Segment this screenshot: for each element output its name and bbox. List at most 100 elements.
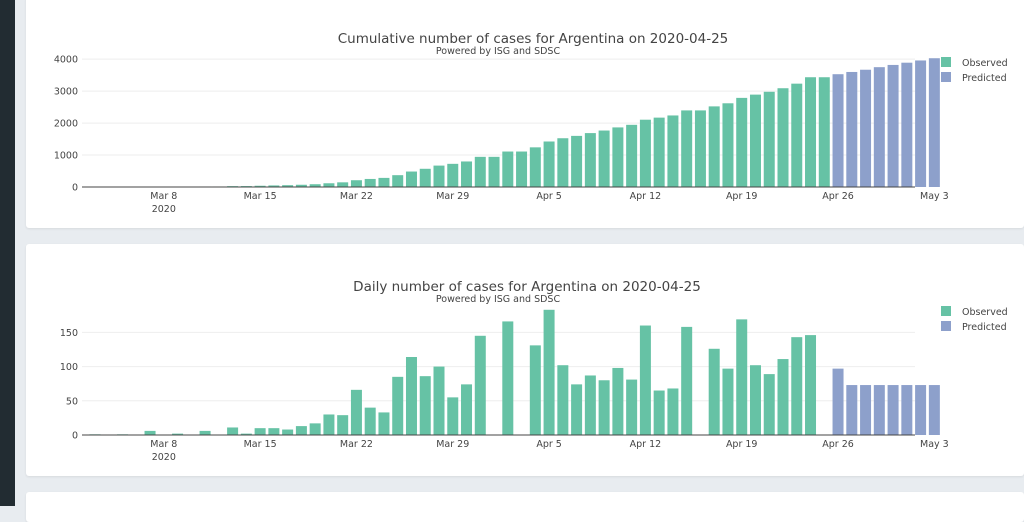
bar-observed[interactable]: [695, 110, 706, 187]
bar-observed[interactable]: [420, 169, 431, 187]
bar-predicted[interactable]: [929, 385, 940, 435]
bar-observed[interactable]: [145, 431, 156, 435]
bar-observed[interactable]: [805, 77, 816, 187]
bar-observed[interactable]: [736, 98, 747, 187]
bar-observed[interactable]: [778, 359, 789, 435]
bar-observed[interactable]: [544, 141, 555, 187]
bar-observed[interactable]: [764, 374, 775, 435]
bar-observed[interactable]: [365, 408, 376, 435]
bar-observed[interactable]: [640, 120, 651, 187]
bar-observed[interactable]: [461, 161, 472, 187]
bar-observed[interactable]: [378, 178, 389, 187]
bar-observed[interactable]: [667, 115, 678, 187]
bar-observed[interactable]: [406, 172, 417, 187]
bar-observed[interactable]: [667, 388, 678, 435]
bar-predicted[interactable]: [860, 70, 871, 187]
bar-observed[interactable]: [378, 412, 389, 435]
bar-observed[interactable]: [351, 390, 362, 435]
bar-observed[interactable]: [461, 384, 472, 435]
bar-observed[interactable]: [255, 428, 266, 435]
bar-observed[interactable]: [502, 321, 513, 435]
bar-observed[interactable]: [709, 106, 720, 187]
bar-observed[interactable]: [434, 166, 445, 187]
bar-observed[interactable]: [791, 84, 802, 187]
bar-predicted[interactable]: [833, 74, 844, 187]
bar-observed[interactable]: [337, 182, 348, 187]
bar-observed[interactable]: [599, 380, 610, 435]
legend-label-observed[interactable]: Observed: [962, 58, 1008, 69]
bar-predicted[interactable]: [846, 385, 857, 435]
bar-observed[interactable]: [489, 157, 500, 187]
bar-observed[interactable]: [516, 152, 527, 187]
legend-swatch-observed[interactable]: [941, 57, 951, 67]
bar-observed[interactable]: [585, 375, 596, 435]
bar-observed[interactable]: [612, 127, 623, 187]
bar-observed[interactable]: [502, 152, 513, 187]
bar-observed[interactable]: [282, 430, 293, 435]
bar-observed[interactable]: [447, 164, 458, 187]
bar-observed[interactable]: [778, 88, 789, 187]
bar-predicted[interactable]: [874, 67, 885, 187]
bar-observed[interactable]: [557, 138, 568, 187]
bar-observed[interactable]: [475, 157, 486, 187]
bar-observed[interactable]: [434, 367, 445, 435]
bar-predicted[interactable]: [888, 385, 899, 435]
bar-observed[interactable]: [709, 349, 720, 435]
bar-observed[interactable]: [805, 335, 816, 435]
bar-predicted[interactable]: [888, 65, 899, 187]
bar-observed[interactable]: [530, 345, 541, 435]
bar-observed[interactable]: [268, 428, 279, 435]
bar-observed[interactable]: [571, 384, 582, 435]
legend-swatch-observed[interactable]: [941, 306, 951, 316]
bar-predicted[interactable]: [915, 385, 926, 435]
legend-label-predicted[interactable]: Predicted: [962, 322, 1007, 333]
bar-predicted[interactable]: [846, 72, 857, 187]
bar-observed[interactable]: [530, 147, 541, 187]
bar-observed[interactable]: [750, 95, 761, 187]
bar-observed[interactable]: [557, 365, 568, 435]
bar-predicted[interactable]: [915, 60, 926, 187]
bar-observed[interactable]: [599, 131, 610, 187]
bar-observed[interactable]: [736, 319, 747, 435]
bar-observed[interactable]: [681, 110, 692, 187]
bar-predicted[interactable]: [929, 58, 940, 187]
bar-observed[interactable]: [722, 369, 733, 435]
bar-observed[interactable]: [323, 183, 334, 187]
bar-observed[interactable]: [585, 133, 596, 187]
bar-observed[interactable]: [447, 397, 458, 435]
bar-predicted[interactable]: [874, 385, 885, 435]
bar-observed[interactable]: [612, 368, 623, 435]
bar-observed[interactable]: [365, 179, 376, 187]
bar-observed[interactable]: [654, 391, 665, 435]
bar-observed[interactable]: [626, 125, 637, 187]
bar-observed[interactable]: [626, 380, 637, 435]
legend-label-observed[interactable]: Observed: [962, 307, 1008, 318]
bar-observed[interactable]: [337, 415, 348, 435]
bar-observed[interactable]: [722, 103, 733, 187]
bar-observed[interactable]: [571, 136, 582, 187]
bar-observed[interactable]: [764, 92, 775, 187]
bar-observed[interactable]: [475, 336, 486, 435]
bar-observed[interactable]: [227, 427, 238, 435]
bar-observed[interactable]: [750, 365, 761, 435]
bar-predicted[interactable]: [833, 369, 844, 435]
legend-label-predicted[interactable]: Predicted: [962, 73, 1007, 84]
bar-observed[interactable]: [392, 377, 403, 435]
bar-observed[interactable]: [200, 431, 211, 435]
bar-observed[interactable]: [681, 327, 692, 435]
bar-observed[interactable]: [544, 310, 555, 435]
bar-observed[interactable]: [819, 77, 830, 187]
bar-observed[interactable]: [351, 180, 362, 187]
bar-observed[interactable]: [420, 376, 431, 435]
legend-swatch-predicted[interactable]: [941, 72, 951, 82]
bar-observed[interactable]: [392, 175, 403, 187]
bar-observed[interactable]: [406, 357, 417, 435]
bar-predicted[interactable]: [901, 385, 912, 435]
bar-observed[interactable]: [654, 118, 665, 187]
bar-predicted[interactable]: [860, 385, 871, 435]
bar-predicted[interactable]: [901, 63, 912, 187]
bar-observed[interactable]: [791, 337, 802, 435]
bar-observed[interactable]: [296, 426, 307, 435]
bar-observed[interactable]: [323, 414, 334, 435]
legend-swatch-predicted[interactable]: [941, 321, 951, 331]
